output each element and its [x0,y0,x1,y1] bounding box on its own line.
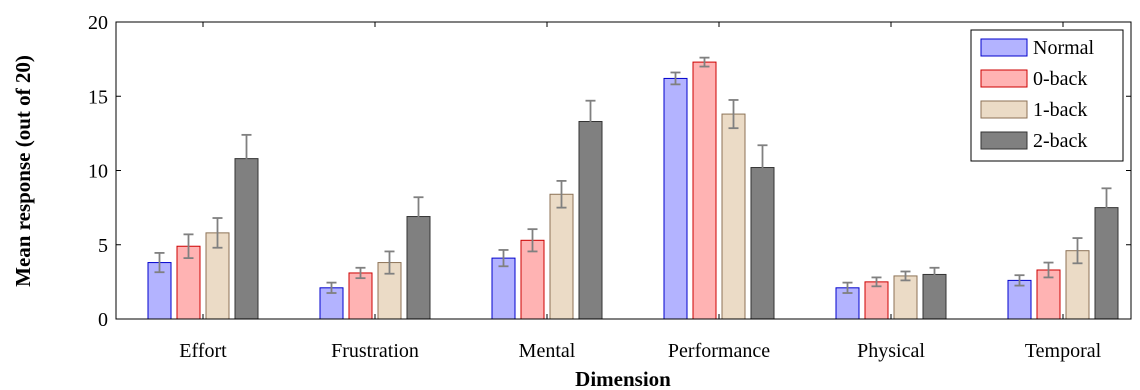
y-axis-label: Mean response (out of 20) [11,55,35,287]
error-bar [527,228,538,253]
bar [348,272,373,320]
error-bar [413,196,424,237]
legend-label: 1-back [1033,99,1087,121]
bar [491,257,516,320]
bar [893,275,918,320]
y-tick-label: 5 [98,235,108,257]
error-bar [900,270,911,282]
bar [578,120,603,320]
error-bar [728,99,739,130]
legend-label: 2-back [1033,130,1087,152]
x-tick-label: Frustration [331,340,419,362]
error-bar [871,276,882,288]
error-bars-layer [154,56,1112,294]
bar [663,77,688,320]
legend-label: 0-back [1033,68,1087,90]
x-tick-label: Performance [668,340,770,362]
bar [864,281,889,320]
error-bar [355,266,366,280]
error-bar [1043,261,1054,279]
legend-item: 2-back [980,130,1087,152]
error-bar [670,71,681,86]
y-tick-label: 15 [88,86,108,108]
error-bar [1072,237,1083,265]
x-tick-label: Effort [179,340,227,362]
bar [721,113,746,320]
y-tick-label: 0 [98,309,108,331]
bar [692,61,717,320]
error-bar [154,252,165,274]
error-bar [183,233,194,260]
error-bar [212,217,223,249]
error-bar [498,249,509,268]
error-bar [556,179,567,209]
legend: Normal 0-back 1-back 2-back [970,29,1124,162]
y-tick-label: 20 [88,12,108,34]
bar [549,193,574,320]
legend-swatch [980,69,1028,88]
legend-item: 0-back [980,68,1087,90]
error-bar [585,99,596,144]
error-bar [929,266,940,283]
legend-item: 1-back [980,99,1087,121]
legend-swatch [980,38,1028,57]
error-bar [1014,274,1025,287]
x-tick-label: Mental [519,340,576,362]
bars-layer [147,61,1119,320]
error-bar [842,281,853,294]
error-bar [757,144,768,191]
error-bar [384,250,395,275]
legend-swatch [980,131,1028,150]
axes-layer: Effort Frustration Mental Performance Physic… [88,12,1131,362]
error-bar [1101,187,1112,228]
legend-label: Normal [1033,37,1095,59]
legend-swatch [980,100,1028,119]
x-axis-label: Dimension [575,367,671,390]
x-tick-label: Physical [857,340,925,362]
error-bar [326,281,337,294]
x-tick-label: Temporal [1025,340,1102,362]
error-bar [699,56,710,68]
error-bar [241,133,252,184]
legend-item: Normal [980,37,1095,59]
y-tick-label: 10 [88,161,108,183]
